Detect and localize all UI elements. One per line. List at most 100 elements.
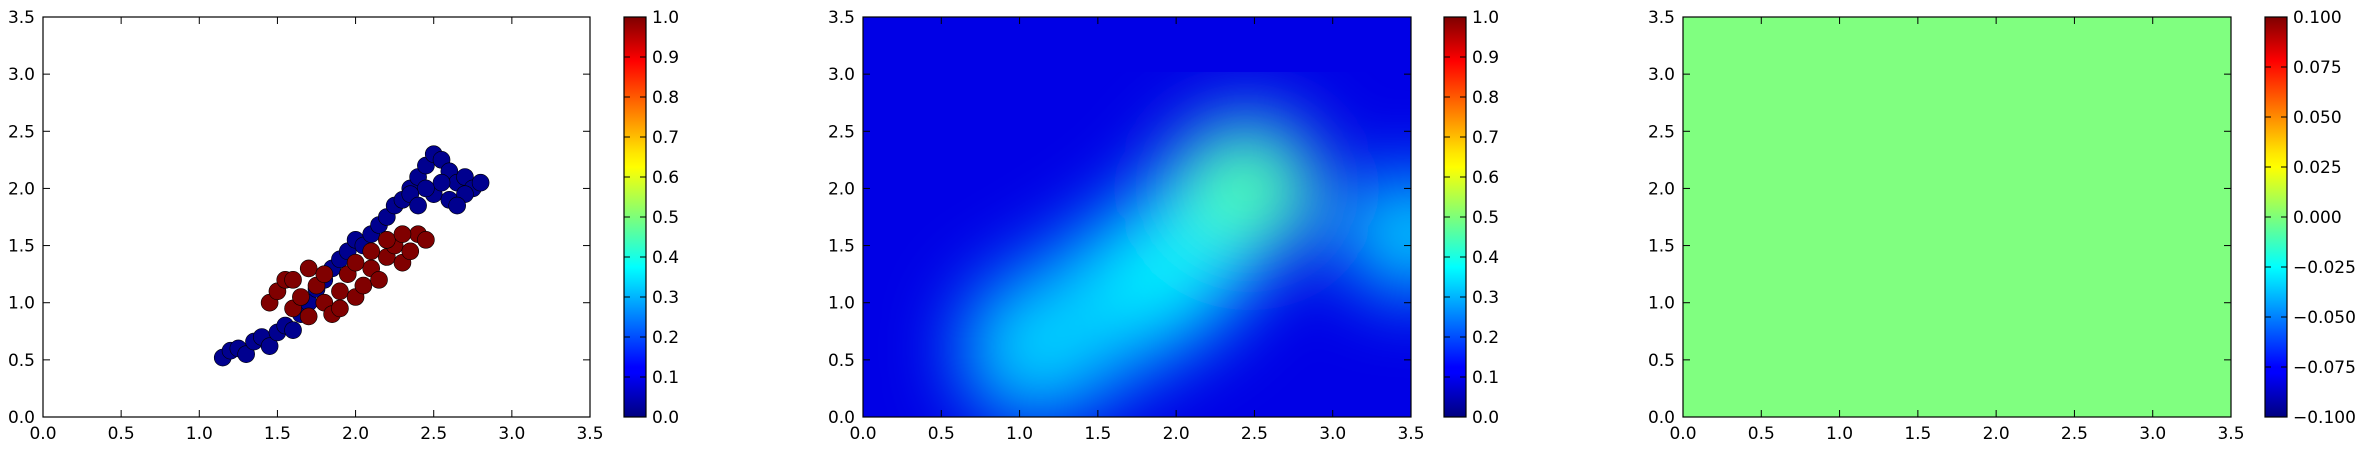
x-tick-label: 1.5 xyxy=(1084,424,1111,444)
axes-frame xyxy=(862,16,1412,418)
y-tick-label: 2.0 xyxy=(1648,179,1675,199)
colorbar-tick-label: 0.025 xyxy=(2293,158,2342,178)
y-tick-label: 3.5 xyxy=(828,8,855,28)
colorbar-tick-label: −0.050 xyxy=(2293,308,2356,328)
scatter-point xyxy=(448,196,466,215)
y-tick-label: 0.5 xyxy=(8,351,35,371)
y-tick-label: 2.5 xyxy=(8,122,35,142)
y-tick-label: 3.5 xyxy=(1648,8,1675,28)
scatter-point xyxy=(401,242,420,261)
scatter-point xyxy=(346,253,365,272)
colorbar: 0.0 0.1 0.2 0.3 0.4 0.5 0.6 0.7 0.8 0.9 1.0 xyxy=(623,8,679,428)
scatter-point xyxy=(370,271,388,289)
y-tick-label: 1.0 xyxy=(8,294,35,314)
y-tick-label: 3.0 xyxy=(828,65,855,85)
heatmap-peak xyxy=(1090,214,1231,335)
scatter-point xyxy=(393,225,412,243)
scatter-point xyxy=(292,288,310,306)
colorbar-tick-label: 0.100 xyxy=(2293,8,2342,28)
colorbar-tick-label: 0.075 xyxy=(2293,58,2342,78)
colorbar-tick-label: 0.9 xyxy=(652,48,679,68)
x-tick-label: 3.5 xyxy=(2217,424,2244,444)
x-tick-label: 2.0 xyxy=(342,424,369,444)
chart-panel-2: 0.0 0.5 1.0 1.5 2.0 2.5 3.0 3.5 0.0 0.5 1.0 1.5 2.0 2… xyxy=(828,8,1499,444)
colorbar-tick-label: 0.7 xyxy=(1472,128,1499,148)
x-tick-label: 0.0 xyxy=(29,424,56,444)
x-tick-label: 2.0 xyxy=(1983,424,2010,444)
colorbar-tick-label: 0.3 xyxy=(1472,288,1499,308)
colorbar-tick-label: 0.6 xyxy=(652,168,679,188)
colorbar-tick-label: 0.5 xyxy=(1472,208,1499,228)
scatter-point xyxy=(237,345,255,363)
scatter-point xyxy=(417,179,435,198)
x-tick-label: 3.5 xyxy=(576,424,603,444)
x-tick-label: 2.0 xyxy=(1163,424,1190,444)
colorbar: −0.100 −0.075 −0.050 −0.025 0.000 0.025 0.050 0… xyxy=(2264,8,2356,428)
x-tick-label: 2.5 xyxy=(1241,424,1268,444)
colorbar-tick-label: 0.1 xyxy=(1472,368,1499,388)
axes-frame xyxy=(1682,16,2232,418)
x-tick-label: 0.0 xyxy=(1669,424,1696,444)
scatter-point xyxy=(299,259,318,278)
scatter-point xyxy=(354,276,373,295)
scatter-point xyxy=(331,299,349,318)
scatter-point xyxy=(315,265,334,283)
scatter-point xyxy=(260,337,279,355)
colorbar-tick-label: 1.0 xyxy=(652,8,679,28)
colorbar-tick-label: 0.1 xyxy=(652,368,679,388)
x-tick-label: 2.5 xyxy=(420,424,447,444)
y-tick-label: 2.5 xyxy=(1648,122,1675,142)
y-tick-label: 1.5 xyxy=(1648,237,1675,257)
x-tick-label: 1.5 xyxy=(264,424,291,444)
scatter-point xyxy=(417,231,435,249)
heatmap-uniform xyxy=(1683,17,2231,417)
chart-panel-1: 0.0 0.5 1.0 1.5 2.0 2.5 3.0 3.5 0.0 0.5 1.0 1.5 2.0 2… xyxy=(8,8,679,444)
scatter-point xyxy=(331,282,349,301)
colorbar-tick-label: 0.9 xyxy=(1472,48,1499,68)
x-tick-label: 0.5 xyxy=(1748,424,1775,444)
heatmap-peak xyxy=(1176,128,1317,249)
x-tick-label: 0.5 xyxy=(108,424,135,444)
x-tick-label: 3.0 xyxy=(2139,424,2166,444)
y-tick-label: 0.0 xyxy=(1648,408,1675,428)
colorbar-tick-label: 0.0 xyxy=(652,408,679,428)
y-tick-label: 0.5 xyxy=(828,351,855,371)
x-tick-label: 1.0 xyxy=(1826,424,1853,444)
chart-panel-3: 0.0 0.5 1.0 1.5 2.0 2.5 3.0 3.5 0.0 0.5 1.0 1.5 2.0 2… xyxy=(1648,8,2356,444)
x-tick-label: 0.5 xyxy=(928,424,955,444)
y-tick-label: 2.0 xyxy=(828,179,855,199)
colorbar-tick-label: 0.6 xyxy=(1472,168,1499,188)
x-tick-label: 2.5 xyxy=(2061,424,2088,444)
heatmap-field xyxy=(863,17,1411,417)
y-tick-label: 0.0 xyxy=(8,408,35,428)
y-tick-label: 3.0 xyxy=(8,65,35,85)
colorbar-tick-label: 0.4 xyxy=(652,248,679,268)
x-tick-label: 3.0 xyxy=(1319,424,1346,444)
colorbar-tick-label: 0.8 xyxy=(652,88,679,108)
y-tick-label: 1.5 xyxy=(8,237,35,257)
colorbar-tick-label: −0.075 xyxy=(2293,358,2356,378)
heatmap-blobs xyxy=(960,113,1411,417)
colorbar-tick-label: 0.5 xyxy=(652,208,679,228)
scatter-point xyxy=(299,307,318,326)
colorbar-tick-label: 0.7 xyxy=(652,128,679,148)
axes-frame xyxy=(42,16,591,418)
colorbar-tick-label: 0.000 xyxy=(2293,208,2342,228)
y-tick-label: 3.5 xyxy=(8,8,35,28)
scatter-series-1 xyxy=(260,225,435,326)
y-tick-label: 1.0 xyxy=(1648,294,1675,314)
scatter-point xyxy=(409,196,427,215)
y-tick-label: 0.5 xyxy=(1648,351,1675,371)
scatter-point xyxy=(432,173,451,192)
colorbar-tick-label: −0.100 xyxy=(2293,408,2356,428)
x-tick-label: 1.0 xyxy=(1006,424,1033,444)
colorbar-tick-label: 0.4 xyxy=(1472,248,1499,268)
colorbar-tick-label: 1.0 xyxy=(1472,8,1499,28)
colorbar-tick-label: 0.3 xyxy=(652,288,679,308)
y-tick-label: 2.0 xyxy=(8,179,35,199)
colorbar-tick-label: 0.050 xyxy=(2293,108,2342,128)
heatmap-peak xyxy=(1341,174,1411,295)
x-tick-label: 3.5 xyxy=(1397,424,1424,444)
y-tick-label: 3.0 xyxy=(1648,65,1675,85)
